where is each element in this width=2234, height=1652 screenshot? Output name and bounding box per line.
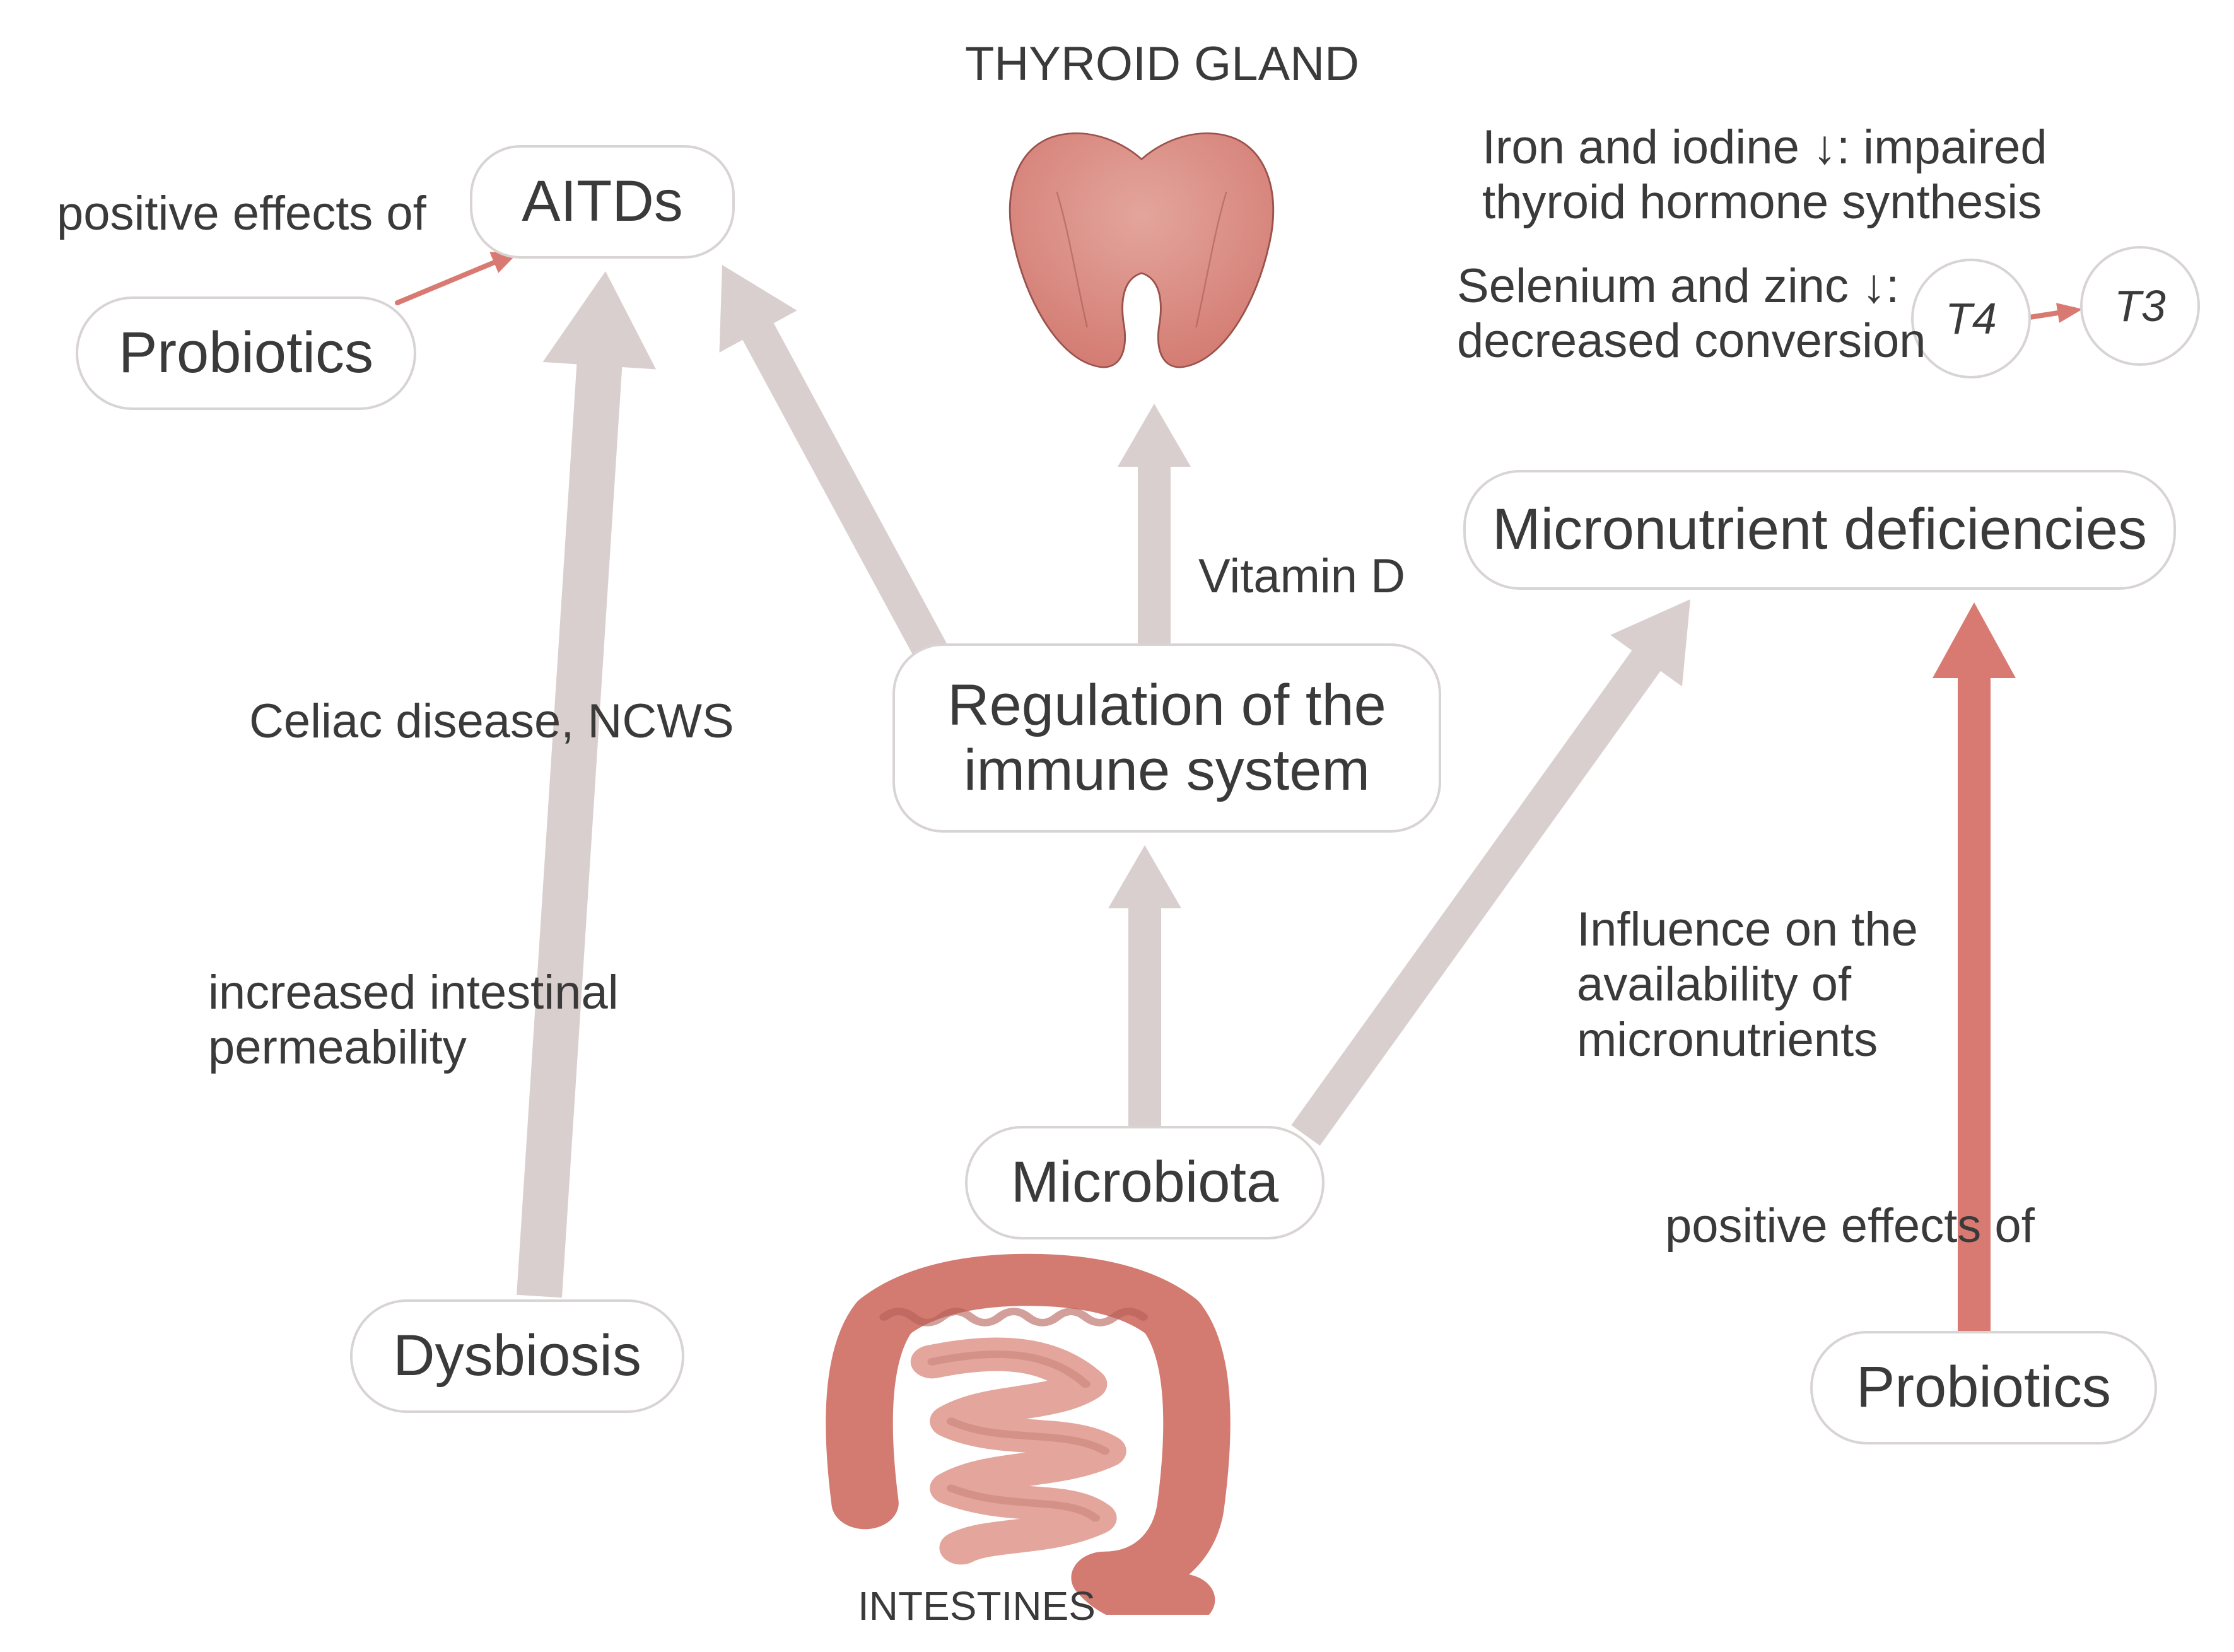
node-micronutrient-label: Micronutrient deficiencies	[1492, 497, 2147, 562]
node-micronutrient-deficiencies: Micronutrient deficiencies	[1463, 470, 2176, 590]
label-celiac-ncws: Celiac disease, NCWS	[249, 694, 734, 749]
node-probiotics-bottom-right: Probiotics	[1810, 1331, 2157, 1444]
node-t4: T4	[1911, 259, 2031, 378]
node-t4-label: T4	[1945, 294, 1997, 343]
label-permeability: increased intestinal permeability	[208, 965, 619, 1075]
label-positive-effects-top-left: positive effects of	[57, 186, 426, 241]
node-t3-label: T3	[2114, 281, 2166, 331]
label-vitamin-d: Vitamin D	[1198, 549, 1405, 604]
label-thyroid-gland: THYROID GLAND	[965, 37, 1359, 91]
node-t3: T3	[2080, 246, 2200, 366]
node-regulation-immune-system: Regulation of the immune system	[892, 643, 1441, 833]
node-aitds-label: AITDs	[522, 169, 683, 234]
node-aitds: AITDs	[470, 145, 735, 259]
thyroid-gland-icon	[990, 110, 1293, 382]
node-dysbiosis: Dysbiosis	[350, 1299, 684, 1413]
node-dysbiosis-label: Dysbiosis	[393, 1323, 641, 1388]
node-probiotics-br-label: Probiotics	[1856, 1355, 2111, 1420]
diagram-stage: AITDs Probiotics Regulation of the immun…	[0, 0, 2234, 1652]
arrow-probiotics-to-aitds	[397, 252, 518, 303]
intestines-icon	[788, 1243, 1268, 1615]
arrow-dysbiosis-to-aitds	[517, 271, 656, 1298]
node-microbiota: Microbiota	[965, 1126, 1325, 1239]
arrow-regulation-to-thyroid	[1118, 404, 1191, 643]
label-positive-effects-bottom-right: positive effects of	[1665, 1198, 2035, 1253]
label-iron-iodine: Iron and iodine ↓: impaired thyroid horm…	[1482, 120, 2047, 230]
node-probiotics-top-left: Probiotics	[76, 296, 416, 410]
node-regulation-label: Regulation of the immune system	[947, 673, 1386, 803]
arrow-microbiota-to-regulation	[1108, 845, 1181, 1126]
label-intestines: INTESTINES	[858, 1583, 1096, 1630]
node-probiotics-top-left-label: Probiotics	[119, 320, 373, 385]
label-selenium-zinc: Selenium and zinc ↓: decreased conversio…	[1457, 259, 1926, 369]
label-influence-micronutrients: Influence on the availability of micronu…	[1577, 902, 1918, 1067]
arrow-regulation-to-aitds	[720, 265, 949, 664]
node-microbiota-label: Microbiota	[1011, 1150, 1278, 1215]
